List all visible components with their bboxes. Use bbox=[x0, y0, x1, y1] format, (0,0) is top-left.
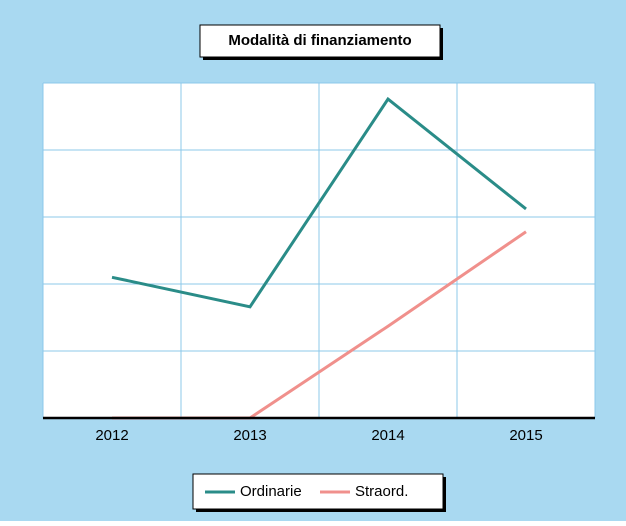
legend-label: Ordinarie bbox=[240, 483, 302, 500]
x-tick-label: 2013 bbox=[233, 427, 266, 444]
title-box bbox=[199, 24, 441, 58]
series-line bbox=[111, 96, 527, 309]
legend-label: Straord. bbox=[355, 483, 408, 500]
x-tick-label: 2015 bbox=[509, 427, 542, 444]
chart-title: Modalità di finanziamento bbox=[228, 32, 411, 49]
legend: Ordinarie Straord. bbox=[205, 483, 408, 500]
x-tick-label: 2012 bbox=[95, 427, 128, 444]
x-labels: 2012 2013 2014 2015 bbox=[95, 427, 542, 444]
x-tick-label: 2014 bbox=[371, 427, 404, 444]
